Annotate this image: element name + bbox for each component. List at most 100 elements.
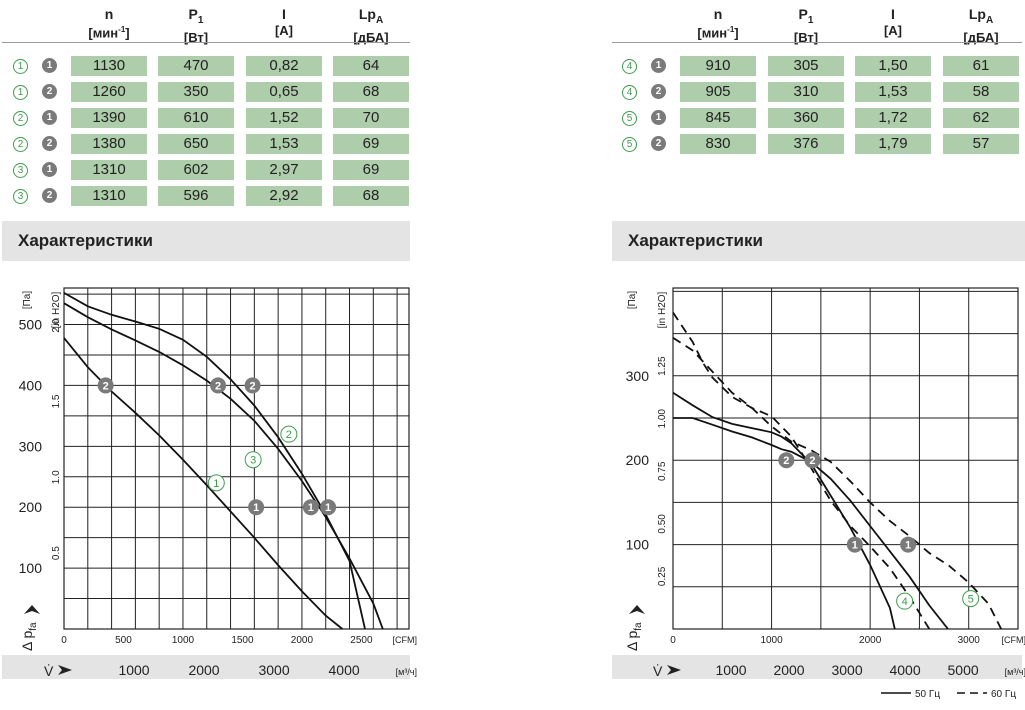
right-chart-curve-4-dashed (673, 312, 931, 629)
right-chart-curve-marker-label: 4 (902, 596, 908, 608)
left-table-header-sup: -1 (118, 25, 126, 34)
right-chart-y-tick-pa: 200 (626, 452, 650, 468)
left-chart-y-tick-inh2o: 0.5 (51, 546, 62, 560)
left-chart-voltage-marker-label: 2 (249, 380, 255, 392)
left-table-cell-i: 2,92 (246, 186, 322, 206)
left-chart-y-tick-pa: 500 (19, 317, 43, 333)
right-table-cell-lp: 57 (943, 134, 1019, 154)
left-table-row-voltage-marker: 1 (42, 58, 57, 73)
left-chart-voltage-marker-2 (210, 377, 227, 394)
left-table-header-0: n [мин-1] (71, 6, 147, 42)
left-table-cell-lp: 69 (333, 134, 409, 154)
right-table-header-3: LpA [дБА] (943, 6, 1019, 46)
left-chart-voltage-marker-2 (244, 377, 261, 394)
left-table-row-curve-marker: 2 (13, 137, 28, 152)
right-table-cell-n: 910 (680, 56, 756, 76)
left-chart-voltage-marker-1 (320, 499, 337, 516)
left-table-cell-i: 1,53 (246, 134, 322, 154)
left-chart-x-tick-cfm: 2000 (291, 635, 314, 646)
right-chart-y-symbol-sub: fa (633, 622, 644, 631)
right-chart-x-unit-cfm: [CFM] (1002, 635, 1025, 645)
right-table-cell-i: 1,72 (855, 108, 931, 128)
right-chart-y-symbol: Δ pfa (624, 622, 644, 651)
right-chart-voltage-marker-1 (900, 536, 917, 553)
left-section-title: Характеристики (18, 231, 153, 250)
right-chart-y-tick-inh2o: 0.25 (657, 566, 668, 586)
right-chart-x-tick-cfm: 0 (670, 635, 676, 646)
left-chart-y-arrow-icon (24, 605, 40, 614)
left-table-header-symbol: I (282, 6, 286, 22)
right-table-row-curve-marker: 4 (622, 59, 637, 74)
right-table-header-unit: [мин (697, 25, 728, 41)
right-table-cell-n: 830 (680, 134, 756, 154)
left-chart-y-tick-pa: 200 (19, 499, 43, 515)
left-chart: 100 200 300 400 500 0.5 1.0 1.5 2.0 [Па] [in H2O] Δ… (19, 287, 418, 679)
right-chart-x-tick-cfm: 3000 (958, 635, 981, 646)
left-table-cell-p: 470 (158, 56, 234, 76)
left-chart-x-tick-m3h: 4000 (329, 662, 360, 678)
right-chart-voltage-marker-label: 1 (905, 540, 911, 552)
right-section-band (612, 221, 1025, 261)
right-chart-y-tick-pa: 100 (626, 537, 650, 553)
left-table-cell-n: 1390 (71, 108, 147, 128)
right-table-row-voltage-marker: 1 (651, 58, 666, 73)
right-chart-y-tick-inh2o: 1.00 (657, 409, 668, 429)
left-chart-y-tick-inh2o: 1.5 (51, 394, 62, 408)
right-chart-y-tick-pa: 300 (626, 368, 650, 384)
right-table-header-unit: [Вт] (793, 29, 819, 45)
right-table-row-curve-marker: 5 (622, 137, 637, 152)
left-chart-y-symbol-main: Δ p (19, 631, 35, 651)
left-chart-y-tick-pa: 400 (19, 377, 43, 393)
right-chart-plot-frame (672, 287, 1019, 630)
left-table-header-unit: [дБА] (353, 29, 389, 45)
left-table-row-curve-marker: 1 (13, 85, 28, 100)
left-chart-voltage-marker-label: 2 (215, 380, 221, 392)
left-chart-y-unit-pa: [Па] (22, 291, 33, 310)
left-table-cell-p: 596 (158, 186, 234, 206)
right-table-header-symbol: I (891, 6, 895, 22)
right-chart-y-arrow-icon (629, 605, 645, 614)
left-chart-voltage-marker-label: 2 (103, 380, 109, 392)
right-table-header-sub: 1 (807, 14, 814, 26)
right-table-row-curve-marker: 4 (622, 85, 637, 100)
left-chart-voltage-marker-1 (248, 499, 265, 516)
left-table-cell-p: 610 (158, 108, 234, 128)
left-chart-curve-marker-label: 2 (286, 429, 292, 441)
right-chart-voltage-marker-2 (804, 452, 821, 469)
left-table-header-1: P1 [Вт] (158, 6, 234, 46)
left-chart-x-unit-m3h: [м³/ч] (396, 667, 417, 677)
right-table-header-unit-end: ] (734, 25, 739, 41)
left-table-header-unit: [A] (274, 23, 294, 38)
right-chart-x-unit-m3h: [м³/ч] (1005, 667, 1025, 677)
left-chart-voltage-marker-label: 1 (325, 502, 331, 514)
right-chart-legend-solid-label: 50 Гц (915, 689, 940, 700)
left-table-row-voltage-marker: 1 (42, 162, 57, 177)
left-table-cell-n: 1310 (71, 186, 147, 206)
right-chart-x-tick-m3h: 1000 (715, 662, 746, 678)
right-table-row-voltage-marker: 1 (651, 110, 666, 125)
left-table-header-symbol: P (188, 6, 198, 22)
left-chart-y-symbol: Δ pfa (19, 622, 39, 651)
right-table-row-voltage-marker: 2 (651, 84, 666, 99)
right-table-header-2: I [A] (855, 6, 931, 39)
left-table-cell-p: 650 (158, 134, 234, 154)
right-table-header-rule (612, 42, 1022, 43)
right-table-cell-lp: 62 (943, 108, 1019, 128)
right-table-cell-p: 305 (768, 56, 844, 76)
right-chart-x-tick-cfm: 2000 (859, 635, 882, 646)
right-table-header-unit: [A] (883, 23, 903, 38)
left-chart-x-unit-cfm: [CFM] (393, 635, 418, 645)
right-chart-curve-marker-5 (962, 590, 980, 608)
right-chart-curve-5-dashed (673, 337, 1003, 629)
left-table-row-curve-marker: 1 (13, 59, 28, 74)
left-chart-y-tick-pa: 100 (19, 560, 43, 576)
right-chart-curve-marker-4 (896, 592, 914, 610)
left-table-cell-n: 1260 (71, 82, 147, 102)
left-chart-y-tick-pa: 300 (19, 438, 43, 454)
right-table-cell-lp: 58 (943, 82, 1019, 102)
left-table-row-curve-marker: 3 (13, 163, 28, 178)
right-table-row-voltage-marker: 2 (651, 136, 666, 151)
left-table-header-symbol: Lp (358, 6, 376, 22)
right-chart-x-arrow-icon (667, 665, 681, 675)
left-chart-curve-marker-3 (244, 451, 262, 469)
